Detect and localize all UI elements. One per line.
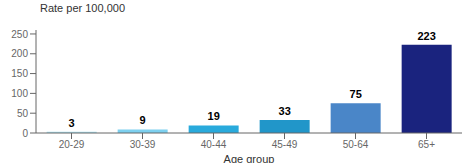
svg-text:0: 0	[22, 128, 28, 139]
svg-text:9: 9	[140, 114, 146, 126]
svg-text:75: 75	[350, 88, 362, 100]
svg-text:30-39: 30-39	[130, 139, 156, 150]
svg-text:50: 50	[17, 108, 29, 119]
svg-text:33: 33	[279, 105, 291, 117]
svg-text:40-44: 40-44	[201, 139, 227, 150]
svg-text:200: 200	[11, 48, 28, 59]
svg-text:Age group: Age group	[224, 153, 275, 163]
svg-text:250: 250	[11, 29, 28, 40]
svg-text:19: 19	[208, 110, 220, 122]
svg-text:223: 223	[417, 30, 435, 42]
svg-text:65+: 65+	[418, 139, 435, 150]
svg-text:3: 3	[69, 117, 75, 129]
svg-text:20-29: 20-29	[59, 139, 85, 150]
html-text:Rate per 100,000: Rate per 100,000	[40, 2, 125, 14]
svg-text:45-49: 45-49	[272, 139, 298, 150]
svg-text:50-64: 50-64	[343, 139, 369, 150]
svg-text:100: 100	[11, 88, 28, 99]
svg-text:150: 150	[11, 68, 28, 79]
